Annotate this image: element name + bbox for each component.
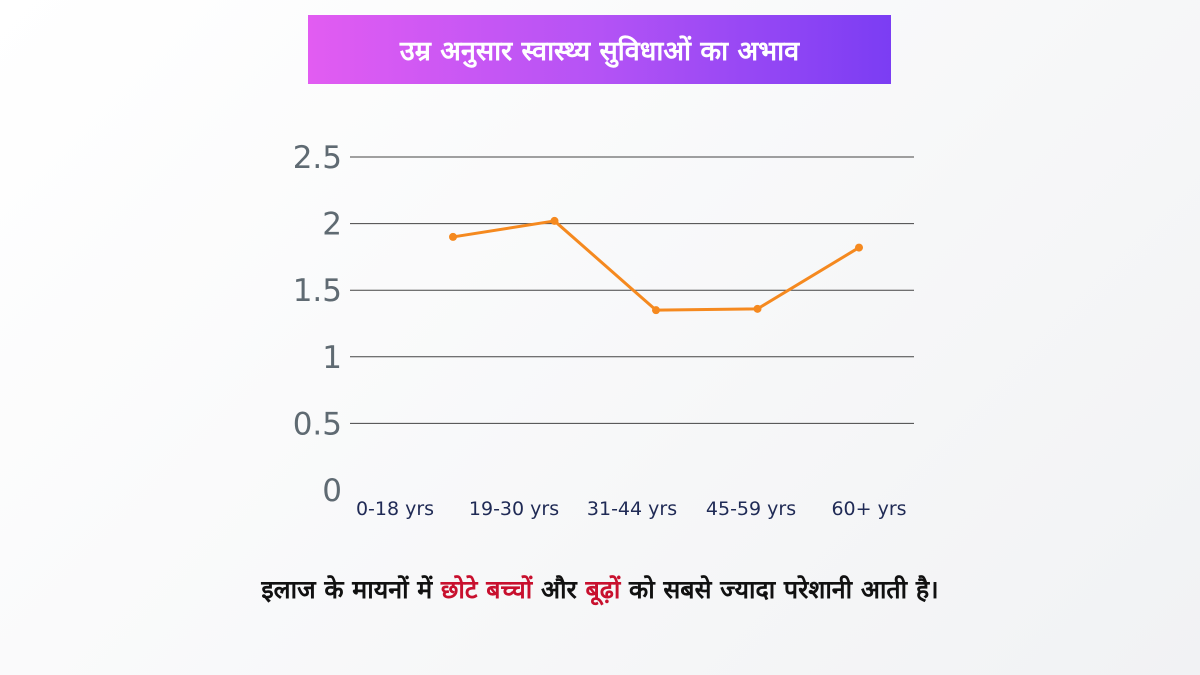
series — [449, 216, 863, 315]
data-point — [753, 304, 762, 313]
y-tick-label: 0 — [322, 473, 342, 509]
caption-text-3: को सबसे ज्यादा परेशानी आती है। — [620, 575, 939, 604]
x-tick-label: 31-44 yrs — [587, 498, 677, 520]
x-tick-label: 0-18 yrs — [356, 498, 434, 520]
chart-caption: इलाज के मायनों में छोटे बच्चों और बूढ़ों… — [0, 572, 1200, 606]
x-tick-label: 19-30 yrs — [469, 498, 559, 520]
data-point — [652, 306, 660, 315]
series-line — [452, 219, 860, 312]
data-point — [550, 216, 559, 225]
caption-text-1: इलाज के मायनों में — [261, 575, 441, 604]
x-tick-label: 45-59 yrs — [706, 498, 796, 520]
y-tick-label: 1 — [322, 340, 342, 376]
x-axis-ticks: 0-18 yrs 19-30 yrs 31-44 yrs 45-59 yrs 60+ y… — [356, 498, 907, 520]
y-tick-label: 1.5 — [293, 273, 342, 309]
data-point — [855, 243, 863, 252]
title-banner: उम्र अनुसार स्वास्थ्य सुविधाओं का अभाव — [308, 15, 891, 84]
y-tick-label: 2.5 — [293, 140, 342, 176]
y-tick-label: 0.5 — [293, 406, 342, 442]
y-axis-ticks: 0 0.5 1 1.5 2 2.5 — [293, 140, 342, 509]
data-point — [449, 232, 457, 241]
y-tick-label: 2 — [322, 207, 342, 243]
chart-title: उम्र अनुसार स्वास्थ्य सुविधाओं का अभाव — [399, 36, 800, 67]
x-tick-label: 60+ yrs — [831, 498, 906, 520]
caption-text-2: और — [532, 575, 586, 604]
caption-highlight-elderly: बूढ़ों — [585, 575, 621, 604]
caption-highlight-children: छोटे बच्चों — [440, 575, 533, 604]
